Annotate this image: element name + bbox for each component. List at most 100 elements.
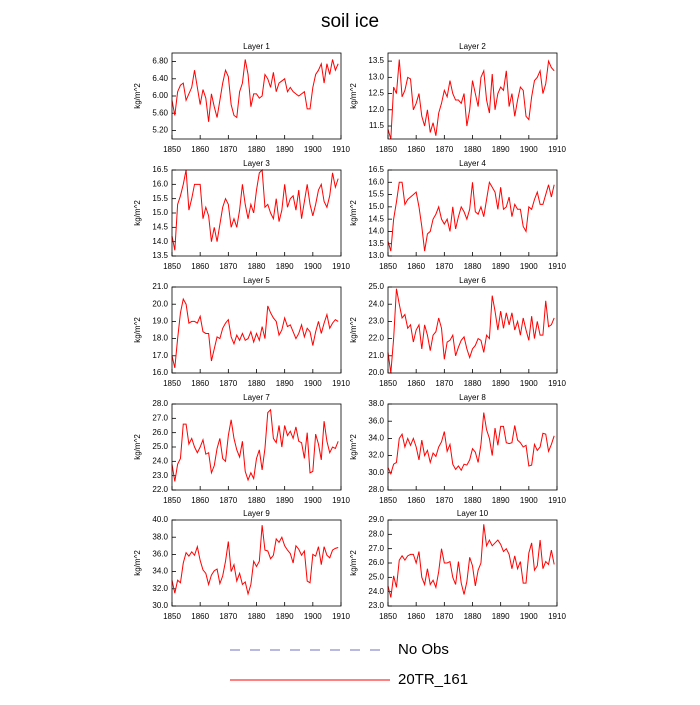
y-tick-label: 25.0 (152, 442, 168, 451)
x-tick-label: 1880 (464, 379, 482, 388)
plot-frame (171, 286, 342, 374)
y-tick-label: 32.0 (152, 584, 168, 593)
x-tick-label: 1870 (435, 145, 453, 154)
panel-title: Layer 1 (243, 42, 270, 51)
plot-frame (387, 519, 558, 607)
x-tick-label: 1860 (407, 612, 425, 621)
y-tick-label: 24.0 (368, 587, 384, 596)
x-tick-label: 1850 (379, 612, 397, 621)
x-tick-label: 1910 (548, 379, 566, 388)
y-tick-label: 20.0 (368, 368, 384, 377)
y-tick-label: 24.0 (368, 299, 384, 308)
x-tick-label: 1870 (219, 612, 237, 621)
data-line (387, 59, 555, 140)
y-tick-label: 14.5 (152, 222, 168, 231)
x-tick-label: 1850 (379, 496, 397, 505)
x-tick-label: 1900 (304, 496, 322, 505)
x-tick-label: 1860 (191, 496, 209, 505)
x-tick-label: 1910 (548, 262, 566, 271)
data-line (171, 168, 339, 251)
y-tick-label: 17.0 (152, 351, 168, 360)
x-tick-label: 1880 (248, 379, 266, 388)
x-tick-label: 1850 (379, 379, 397, 388)
y-tick-label: 12.0 (368, 105, 384, 114)
y-tick-label: 20.0 (152, 299, 168, 308)
y-tick-label: 11.5 (369, 121, 385, 130)
y-tick-label: 30.0 (368, 468, 384, 477)
y-axis-label: kg/m^2 (349, 434, 358, 460)
x-tick-label: 1910 (332, 496, 350, 505)
panel-title: Layer 9 (243, 509, 270, 518)
x-tick-label: 1910 (332, 379, 350, 388)
panel-title: Layer 5 (243, 276, 270, 285)
y-tick-label: 40.0 (152, 515, 168, 524)
x-tick-label: 1910 (548, 145, 566, 154)
x-tick-label: 1860 (191, 379, 209, 388)
data-line (171, 59, 339, 122)
y-tick-label: 23.0 (368, 601, 384, 610)
panel-title: Layer 4 (459, 159, 486, 168)
y-tick-label: 38.0 (152, 532, 168, 541)
x-tick-label: 1910 (548, 496, 566, 505)
y-tick-label: 16.5 (368, 165, 384, 174)
y-tick-label: 21.0 (152, 282, 168, 291)
y-tick-label: 15.5 (368, 190, 384, 199)
x-tick-label: 1860 (191, 145, 209, 154)
x-tick-label: 1890 (492, 145, 510, 154)
y-tick-label: 26.0 (152, 428, 168, 437)
y-tick-label: 19.0 (152, 317, 168, 326)
y-axis-label: kg/m^2 (349, 200, 358, 226)
y-tick-label: 13.5 (368, 56, 384, 65)
y-tick-label: 14.0 (368, 227, 384, 236)
data-line (387, 412, 555, 476)
panel-title: Layer 2 (459, 42, 486, 51)
plot-frame (171, 169, 342, 257)
x-tick-label: 1870 (219, 145, 237, 154)
x-tick-label: 1850 (163, 379, 181, 388)
x-tick-label: 1890 (276, 379, 294, 388)
x-tick-label: 1850 (163, 612, 181, 621)
data-line (171, 525, 339, 596)
y-tick-label: 26.0 (368, 558, 384, 567)
x-tick-label: 1870 (219, 379, 237, 388)
data-line (171, 297, 339, 368)
x-tick-label: 1890 (276, 496, 294, 505)
y-tick-label: 38.0 (368, 399, 384, 408)
y-tick-label: 16.0 (152, 179, 168, 188)
panel-title: Layer 6 (459, 276, 486, 285)
x-tick-label: 1880 (248, 612, 266, 621)
x-tick-label: 1900 (520, 612, 538, 621)
x-tick-label: 1860 (191, 612, 209, 621)
y-axis-label: kg/m^2 (133, 550, 142, 576)
y-tick-label: 34.0 (368, 434, 384, 443)
x-tick-label: 1870 (435, 262, 453, 271)
x-tick-label: 1890 (276, 145, 294, 154)
y-tick-label: 16.0 (368, 177, 384, 186)
y-axis-label: kg/m^2 (349, 83, 358, 109)
x-tick-label: 1880 (464, 145, 482, 154)
x-tick-label: 1890 (276, 612, 294, 621)
x-tick-label: 1860 (407, 496, 425, 505)
y-tick-label: 27.0 (152, 413, 168, 422)
x-tick-label: 1870 (219, 496, 237, 505)
y-tick-label: 16.5 (152, 165, 168, 174)
x-tick-label: 1900 (520, 145, 538, 154)
y-tick-label: 28.0 (368, 529, 384, 538)
x-tick-label: 1900 (520, 379, 538, 388)
x-tick-label: 1850 (379, 262, 397, 271)
x-tick-label: 1910 (332, 612, 350, 621)
x-tick-label: 1880 (248, 262, 266, 271)
y-tick-label: 29.0 (368, 515, 384, 524)
data-line (387, 180, 555, 252)
data-line (387, 288, 555, 374)
x-tick-label: 1860 (407, 379, 425, 388)
x-tick-label: 1900 (304, 379, 322, 388)
y-tick-label: 27.0 (368, 544, 384, 553)
x-tick-label: 1910 (548, 612, 566, 621)
plot-frame (171, 52, 342, 140)
y-tick-label: 16.0 (152, 368, 168, 377)
x-tick-label: 1850 (379, 145, 397, 154)
panel-title: Layer 10 (457, 509, 489, 518)
plot-frame (387, 286, 558, 374)
